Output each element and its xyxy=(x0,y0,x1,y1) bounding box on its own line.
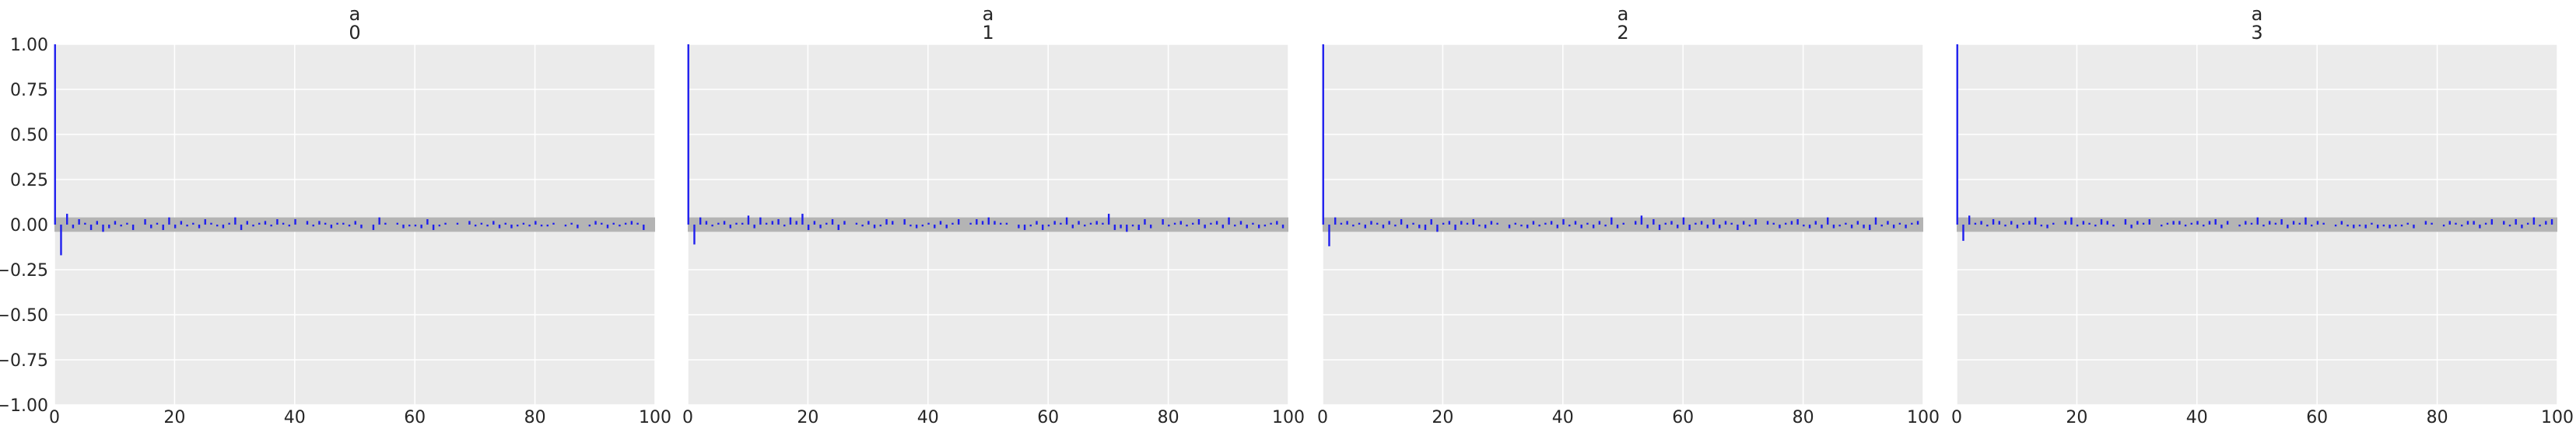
x-tick-label: 100 xyxy=(2541,408,2574,427)
x-tick-label: 60 xyxy=(2306,408,2328,427)
panel-title-line-1: a xyxy=(983,3,994,25)
autocorrelation-bars xyxy=(54,44,645,256)
x-tick-label: 80 xyxy=(524,408,546,427)
y-tick-label: 0.00 xyxy=(10,216,48,235)
panel-title-line-2: 1 xyxy=(982,22,994,44)
panel-title-line-2: 3 xyxy=(2251,22,2262,44)
panel-title-line-1: a xyxy=(349,3,361,25)
x-tick-label: 80 xyxy=(2427,408,2448,427)
x-tick-label: 80 xyxy=(1793,408,1814,427)
y-tick-label: −0.50 xyxy=(0,306,48,326)
panel-0: 0 20 40 60 80 100 1.00 0.75 0.50 0.25 0.00 −0.25 −0… xyxy=(0,3,671,427)
y-tick-label: −0.25 xyxy=(0,261,48,281)
x-tick-label: 20 xyxy=(163,408,185,427)
x-tick-label: 0 xyxy=(1317,408,1328,427)
x-tick-label: 20 xyxy=(1432,408,1453,427)
panel-title-line-2: 0 xyxy=(349,22,360,44)
x-tick-labels: 0 20 40 60 80 100 xyxy=(1317,408,1940,427)
x-tick-labels: 0 20 40 60 80 100 xyxy=(49,408,671,427)
x-tick-labels: 0 20 40 60 80 100 xyxy=(682,408,1305,427)
x-tick-label: 40 xyxy=(2186,408,2208,427)
y-tick-label: 1.00 xyxy=(10,36,48,55)
x-tick-label: 40 xyxy=(917,408,939,427)
x-tick-label: 60 xyxy=(1672,408,1694,427)
x-tick-labels: 0 20 40 60 80 100 xyxy=(1951,408,2574,427)
panel-2: 0 20 40 60 80 100 a 2 xyxy=(1317,3,1940,427)
x-tick-label: 20 xyxy=(797,408,818,427)
x-tick-label: 0 xyxy=(49,408,60,427)
x-tick-label: 100 xyxy=(1907,408,1940,427)
x-tick-label: 100 xyxy=(1272,408,1305,427)
x-tick-label: 0 xyxy=(1951,408,1962,427)
y-tick-label: 0.50 xyxy=(10,126,48,145)
x-tick-label: 0 xyxy=(682,408,693,427)
panel-title-line-1: a xyxy=(2252,3,2263,25)
x-tick-label: 60 xyxy=(404,408,426,427)
x-tick-label: 60 xyxy=(1037,408,1059,427)
y-tick-labels: 1.00 0.75 0.50 0.25 0.00 −0.25 −0.50 −0.75 −1.00 xyxy=(0,36,48,416)
y-tick-label: −1.00 xyxy=(0,396,48,416)
panel-3: 0 20 40 60 80 100 a 3 xyxy=(1951,3,2574,427)
y-tick-label: 0.25 xyxy=(10,171,48,190)
x-tick-label: 40 xyxy=(284,408,306,427)
y-tick-label: 0.75 xyxy=(10,81,48,100)
panel-title-line-2: 2 xyxy=(1617,22,1628,44)
x-tick-label: 40 xyxy=(1552,408,1574,427)
y-tick-label: −0.75 xyxy=(0,351,48,371)
x-tick-label: 20 xyxy=(2066,408,2087,427)
autocorrelation-bars xyxy=(687,44,1284,245)
x-tick-label: 80 xyxy=(1158,408,1179,427)
panel-title-line-1: a xyxy=(1617,3,1629,25)
autocorrelation-bars xyxy=(1956,44,2553,241)
panel-1: 0 20 40 60 80 100 a 1 xyxy=(682,3,1305,427)
x-tick-label: 100 xyxy=(639,408,671,427)
autocorrelation-bars xyxy=(1322,44,1919,246)
